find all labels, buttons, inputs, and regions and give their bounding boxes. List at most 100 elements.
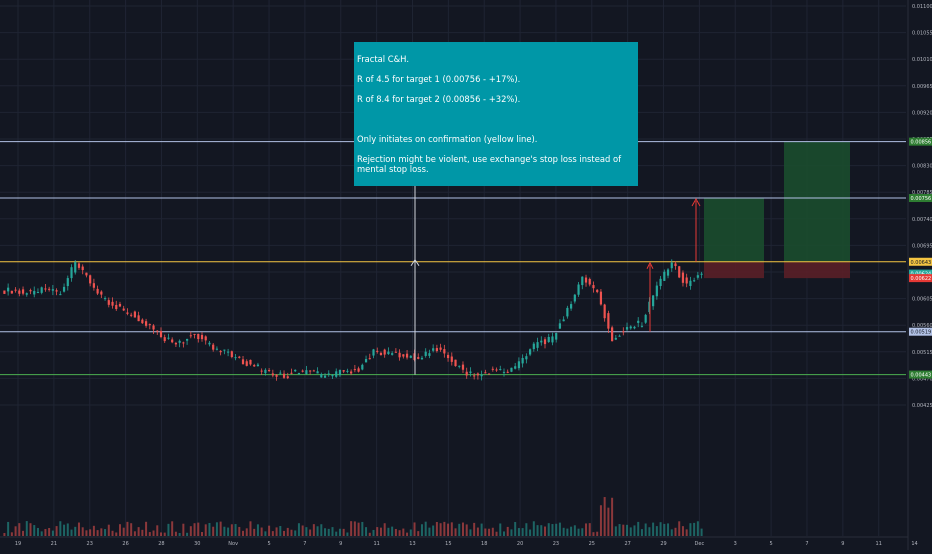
volume-bar <box>506 526 509 536</box>
price-tag <box>909 269 932 278</box>
candle-body <box>499 369 502 371</box>
volume-bar <box>495 531 498 536</box>
candle-body <box>543 339 547 345</box>
candle-body <box>476 373 479 376</box>
candle-body <box>227 351 230 353</box>
volume-bar <box>309 529 312 536</box>
candle-body <box>297 373 301 375</box>
candle-body <box>655 285 658 297</box>
candle-body <box>200 334 204 340</box>
stop-zone-2 <box>784 261 850 279</box>
volume-bar <box>18 523 21 536</box>
volume-bar <box>51 530 54 536</box>
candle-body <box>555 333 558 340</box>
x-tick-label: 28 <box>158 541 164 547</box>
volume-bar <box>674 527 677 536</box>
volume-bar <box>59 521 62 536</box>
candle-body <box>29 290 32 292</box>
volume-bar <box>417 531 420 536</box>
volume-bar <box>525 523 528 536</box>
volume-bar <box>324 528 327 536</box>
volume-bar <box>521 528 524 536</box>
candle-body <box>305 370 308 375</box>
candle-body <box>148 324 151 326</box>
candle-body <box>182 342 185 344</box>
candle-body <box>681 272 685 283</box>
candle-body <box>215 348 219 350</box>
target2-zone <box>784 141 850 262</box>
candle-body <box>458 365 461 367</box>
candle-body <box>491 368 494 370</box>
volume-bar <box>230 524 233 536</box>
candle-body <box>640 325 644 327</box>
candle-body <box>77 263 81 268</box>
volume-bar <box>145 521 148 536</box>
volume-bar <box>271 531 274 536</box>
volume-bar <box>420 524 423 536</box>
volume-bar <box>182 523 185 536</box>
volume-bar <box>480 523 483 536</box>
volume-bar <box>346 532 349 536</box>
candle-body <box>40 287 43 293</box>
volume-bar <box>118 524 121 536</box>
candle-body <box>271 373 274 376</box>
candle-body <box>219 350 222 353</box>
volume-bar <box>652 522 655 536</box>
measure-arrowhead-mid <box>410 258 420 267</box>
x-tick-label: 14 <box>911 541 917 547</box>
x-tick-label: 9 <box>841 541 844 547</box>
candle-body <box>309 370 312 372</box>
candle-body <box>115 304 118 310</box>
x-tick-label: 25 <box>589 541 595 547</box>
candle-body <box>18 290 21 294</box>
volume-bar <box>637 521 640 536</box>
volume-bar <box>577 528 580 536</box>
volume-bar <box>424 521 427 536</box>
candle-body <box>59 294 62 296</box>
volume-bar <box>305 527 308 536</box>
candle-body <box>204 336 207 341</box>
volume-bar <box>44 529 47 536</box>
candle-body <box>599 291 603 305</box>
candle-body <box>111 301 114 306</box>
candle-body <box>517 361 521 369</box>
volume-bar <box>264 531 267 536</box>
candle-body <box>133 311 136 318</box>
candle-body <box>391 353 394 355</box>
candle-body <box>521 357 524 364</box>
candle-body <box>353 369 356 371</box>
volume-bar <box>100 528 103 536</box>
volume-bar <box>614 526 617 536</box>
candle-body <box>14 289 17 291</box>
candle-body <box>70 267 73 279</box>
candle-body <box>666 269 670 276</box>
candle-body <box>465 371 468 376</box>
volume-bar <box>491 527 494 536</box>
candle-body <box>208 342 211 345</box>
candle-body <box>126 312 129 314</box>
candle-body <box>144 321 148 326</box>
volume-bar <box>488 528 491 536</box>
candle-body <box>502 371 506 373</box>
volume-bar <box>126 521 129 536</box>
volume-bar <box>268 525 271 536</box>
cup-arrowhead <box>646 261 654 269</box>
note-line-5: Rejection might be violent, use exchange… <box>357 154 622 174</box>
volume-bar <box>689 523 692 536</box>
candle-body <box>152 325 155 330</box>
candle-body <box>588 278 591 285</box>
x-tick-label: 29 <box>660 541 666 547</box>
candle-body <box>372 349 375 356</box>
candle-body <box>245 361 248 366</box>
volume-bar <box>435 521 438 536</box>
price-tag <box>909 137 932 146</box>
volume-bar <box>581 528 584 536</box>
volume-bar <box>443 521 446 536</box>
volume-bar <box>510 529 513 536</box>
candle-body <box>461 364 465 370</box>
price-tag <box>909 194 932 203</box>
volume-bar <box>514 522 517 536</box>
